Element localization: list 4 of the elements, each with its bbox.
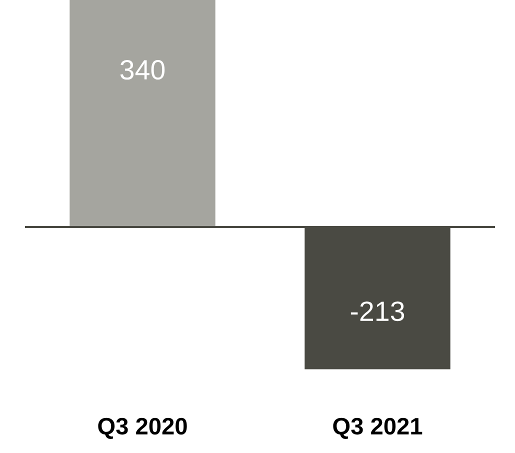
data-label: -213 [350, 301, 404, 322]
x-tick-label: Q3 2020 [98, 418, 187, 439]
data-label: 340 [120, 60, 165, 80]
x-tick-label: Q3 2021 [333, 418, 422, 439]
